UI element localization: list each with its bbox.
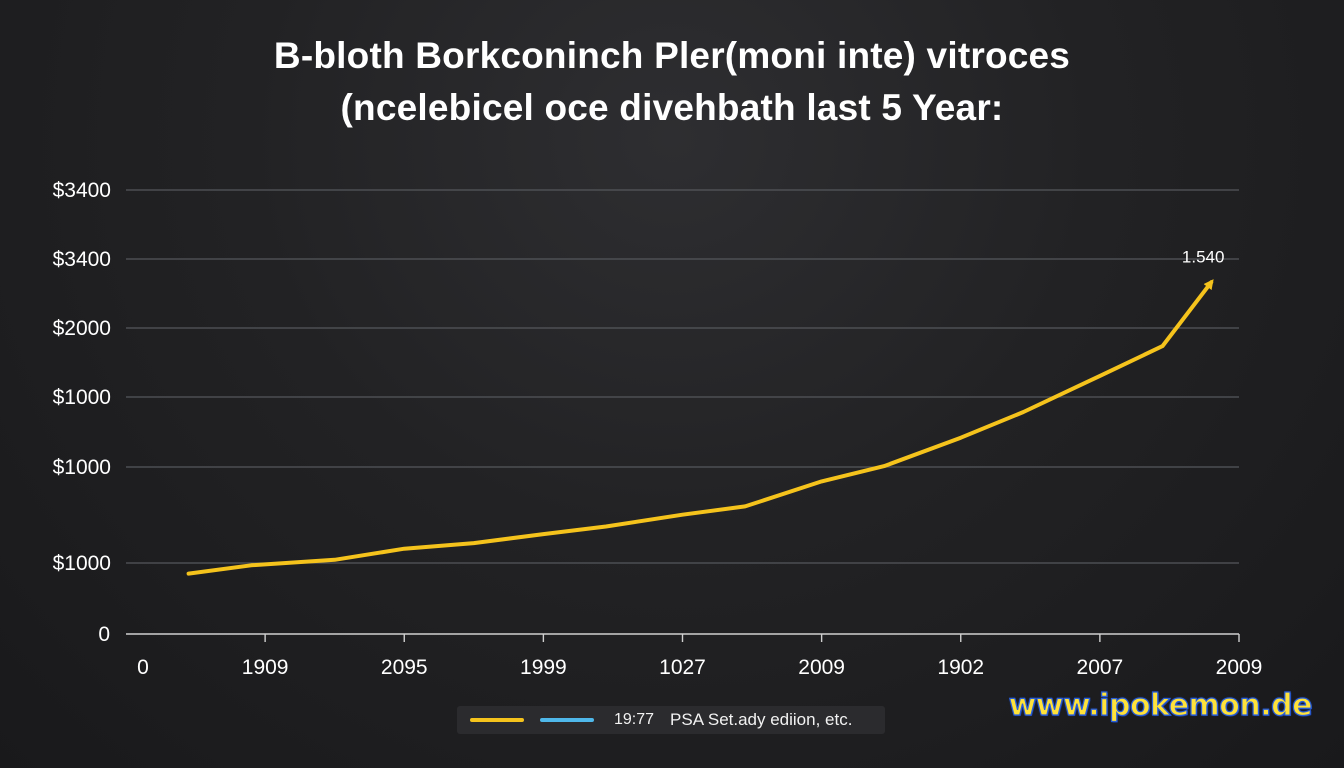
end-value-label: 1.540	[1182, 247, 1225, 266]
legend-label-series-1: 19:77	[614, 711, 655, 728]
y-tick-label: 0	[98, 623, 110, 646]
watermark-text: www.ipokemon.de	[1008, 687, 1313, 723]
y-tick-label: $3400	[53, 248, 111, 271]
y-axis-tick-labels: $3400 $3400 $2000 $1000 $1000 $1000 0	[53, 179, 111, 646]
y-tick-label: $2000	[53, 317, 111, 340]
y-tick-label: $3400	[53, 179, 111, 202]
series-line-1	[186, 279, 1214, 576]
chart-title-line-1: B-bloth Borkconinch Pler(moni inte) vitr…	[273, 35, 1071, 76]
x-tick-label: 1999	[520, 656, 567, 679]
x-tick-label: 2095	[381, 656, 428, 679]
x-axis-tick-labels: 0 1909 2095 1999 1027 2009 1902 2007 2009	[137, 656, 1262, 679]
x-axis	[126, 633, 1240, 642]
x-tick-label: 1909	[242, 656, 289, 679]
y-tick-label: $1000	[53, 456, 111, 479]
x-tick-label: 1027	[659, 656, 706, 679]
y-tick-label: $1000	[53, 386, 111, 409]
legend-label-series-2: PSA Set.ady ediion, etc.	[670, 710, 853, 729]
gridlines	[126, 189, 1239, 564]
x-tick-label: 2007	[1077, 656, 1124, 679]
legend: 19:77 PSA Set.ady ediion, etc.	[457, 706, 885, 734]
y-tick-label: $1000	[53, 552, 111, 575]
data-series	[186, 279, 1214, 576]
x-tick-label: 2009	[1216, 656, 1263, 679]
x-tick-label: 0	[137, 656, 149, 679]
x-tick-label: 1902	[937, 656, 984, 679]
chart-title: B-bloth Borkconinch Pler(moni inte) vitr…	[0, 30, 1344, 134]
chart-title-line-2: (ncelebicel oce divehbath last 5 Year:	[340, 87, 1004, 128]
legend-swatch-series-2	[540, 718, 594, 722]
x-tick-label: 2009	[798, 656, 845, 679]
annotations: 1.540	[1182, 247, 1225, 266]
legend-swatch-series-1	[470, 718, 524, 722]
